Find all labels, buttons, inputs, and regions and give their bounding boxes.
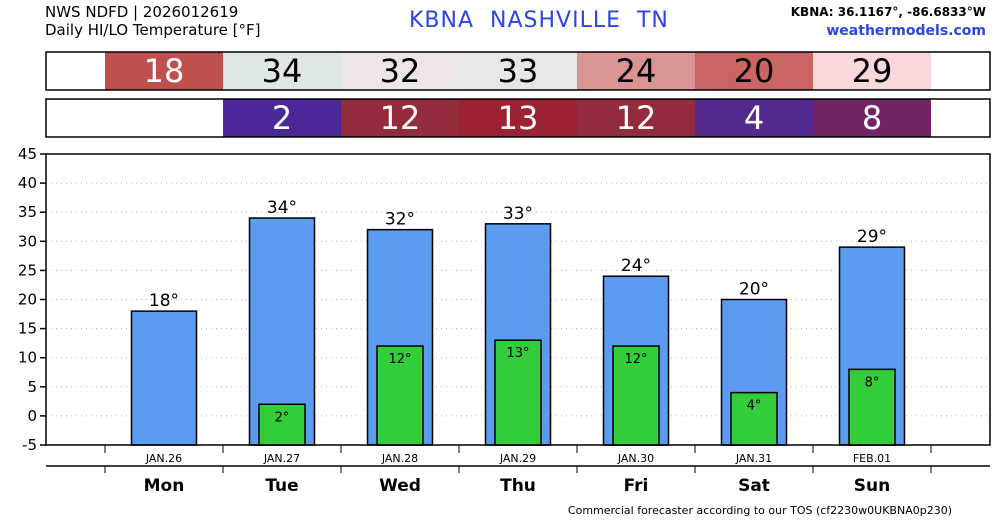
low-bar-label: 12° xyxy=(388,352,411,367)
low-strip-value: 13 xyxy=(498,99,539,137)
low-bar xyxy=(848,368,896,446)
low-temperature-strip: 2 12 13 12 4 8 xyxy=(45,98,991,138)
low-strip-cell xyxy=(459,99,577,137)
low-strip-cell xyxy=(223,99,341,137)
high-strip-value: 34 xyxy=(262,52,303,90)
low-bar-label: 8° xyxy=(865,375,880,390)
date-label: JAN.28 xyxy=(381,452,418,465)
low-strip-border xyxy=(45,98,991,138)
high-bar-label: 32° xyxy=(385,210,415,230)
high-strip-cell xyxy=(223,52,341,90)
high-bar-label: 20° xyxy=(739,280,769,300)
low-strip-value: 2 xyxy=(272,99,292,137)
high-strip-cell xyxy=(813,52,931,90)
low-strip-cell xyxy=(577,99,695,137)
date-label: JAN.26 xyxy=(145,452,182,465)
high-strip-value: 32 xyxy=(380,52,421,90)
site-link[interactable]: weathermodels.com xyxy=(826,23,986,39)
high-strip-value: 24 xyxy=(616,52,657,90)
low-strip-cell xyxy=(695,99,813,137)
low-bar xyxy=(730,391,778,446)
variable-title: Daily HI/LO Temperature [°F] xyxy=(45,21,261,39)
low-strip-value: 4 xyxy=(744,99,764,137)
high-bar-label: 24° xyxy=(621,256,651,276)
y-tick-label: 35 xyxy=(18,203,37,221)
low-bar xyxy=(494,339,542,446)
day-label: Tue xyxy=(265,476,298,496)
high-bar-label: 29° xyxy=(857,227,887,247)
high-strip-value: 18 xyxy=(144,52,185,90)
day-label: Fri xyxy=(624,476,649,496)
y-tick-label: 40 xyxy=(18,174,37,192)
date-label: JAN.27 xyxy=(263,452,300,465)
day-label: Wed xyxy=(379,476,421,496)
day-label: Sat xyxy=(738,476,770,496)
high-strip-value: 20 xyxy=(734,52,775,90)
station-title: KBNA NASHVILLE TN xyxy=(409,8,669,33)
product-title: NWS NDFD | 2026012619 xyxy=(45,3,239,21)
high-bar xyxy=(130,310,198,446)
high-strip-cell xyxy=(459,52,577,90)
day-label: Sun xyxy=(854,476,890,496)
high-bar-label: 18° xyxy=(149,291,179,311)
date-label: FEB.01 xyxy=(853,452,891,465)
high-strip-cell xyxy=(695,52,813,90)
station-coordinates: KBNA: 36.1167°, -86.6833°W xyxy=(790,5,986,19)
y-tick-label: 20 xyxy=(18,291,37,309)
date-label: JAN.30 xyxy=(617,452,654,465)
y-tick-label: 25 xyxy=(18,261,37,279)
y-tick-label: 0 xyxy=(27,407,37,425)
footer-note: Commercial forecaster according to our T… xyxy=(567,504,952,517)
y-tick-label: 10 xyxy=(18,349,37,367)
high-temperature-strip: 18 34 32 33 24 20 29 xyxy=(45,51,991,91)
low-bar-label: 13° xyxy=(506,346,529,361)
y-tick-label: 15 xyxy=(18,320,37,338)
day-label: Thu xyxy=(500,476,536,496)
low-bar-label: 12° xyxy=(624,352,647,367)
high-bar-label: 33° xyxy=(503,204,533,224)
low-bar-label: 2° xyxy=(275,410,290,425)
low-strip-value: 12 xyxy=(616,99,657,137)
low-strip-value: 8 xyxy=(862,99,882,137)
day-label: Mon xyxy=(144,476,185,496)
date-label: JAN.31 xyxy=(735,452,772,465)
high-strip-border xyxy=(45,51,991,91)
high-strip-value: 33 xyxy=(498,52,539,90)
high-strip-value: 29 xyxy=(852,52,893,90)
axes: -5 0 5 10 15 20 25 30 35 40 45 JAN.26 Mon JAN.27 Tue JA… xyxy=(18,145,991,496)
low-strip-cell xyxy=(341,99,459,137)
high-strip-cell xyxy=(341,52,459,90)
y-tick-label: 45 xyxy=(18,145,37,163)
low-strip-cell xyxy=(105,99,223,137)
bars: 18° 34° 32° 33° 24° 20° 29° 2° 12° 13° 12° 4° 8° xyxy=(130,198,906,446)
low-strip-cell xyxy=(813,99,931,137)
high-strip-cell xyxy=(105,52,223,90)
y-tick-label: 5 xyxy=(27,378,37,396)
low-strip-value: 12 xyxy=(380,99,421,137)
y-tick-label: -5 xyxy=(22,436,37,454)
date-label: JAN.29 xyxy=(499,452,536,465)
low-bar-label: 4° xyxy=(747,399,762,414)
high-strip-cell xyxy=(577,52,695,90)
y-tick-label: 30 xyxy=(18,232,37,250)
high-bar-label: 34° xyxy=(267,198,297,218)
